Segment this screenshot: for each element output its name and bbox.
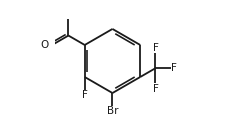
Text: F: F — [82, 90, 88, 100]
Text: Br: Br — [107, 106, 118, 116]
Text: F: F — [153, 43, 158, 52]
Text: F: F — [171, 63, 177, 73]
Text: O: O — [41, 40, 49, 50]
Text: F: F — [153, 84, 158, 94]
